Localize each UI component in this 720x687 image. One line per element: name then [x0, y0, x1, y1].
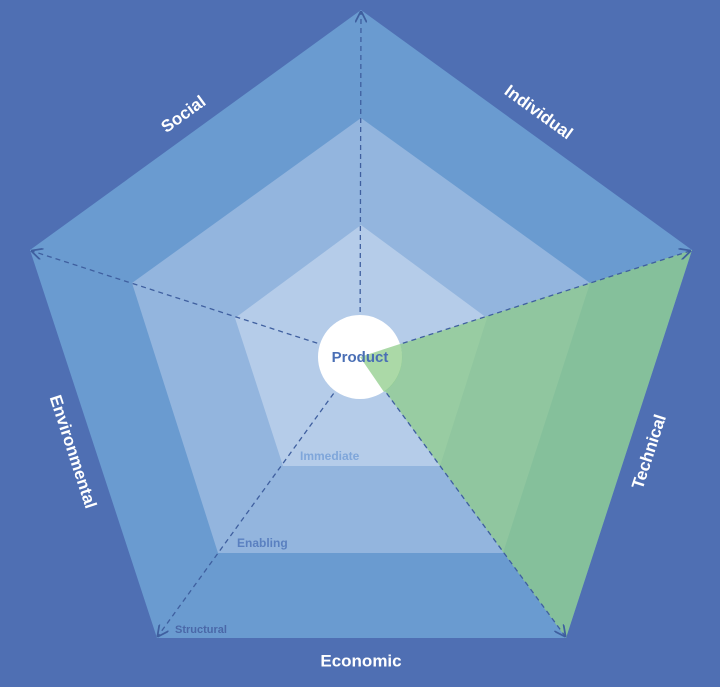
axis	[359, 251, 690, 358]
axis	[359, 356, 565, 636]
ring-label: Enabling	[237, 536, 288, 550]
dimension-label: Economic	[320, 651, 401, 670]
highlight-overlap	[360, 344, 403, 392]
axes	[32, 12, 690, 636]
axis	[158, 356, 361, 636]
ring-label: Structural	[175, 624, 227, 636]
axis	[32, 251, 361, 358]
center-label: Product	[332, 349, 389, 366]
axis	[360, 12, 361, 358]
ring-label: Immediate	[300, 449, 360, 463]
highlight-sector	[360, 250, 692, 638]
